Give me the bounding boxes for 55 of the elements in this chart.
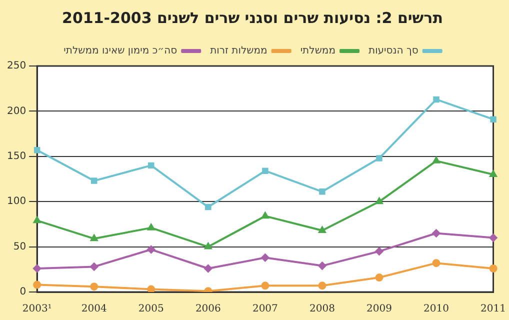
point [489,234,498,242]
x-tick-label: 2004 [81,304,107,315]
point [90,178,98,184]
x-tick-label: 2007 [252,304,278,315]
x-tick-label: 2011 [480,304,506,315]
point [262,212,269,219]
point [376,155,382,162]
point [33,216,41,224]
point [432,259,440,268]
point [319,188,326,195]
y-tick-label: 200 [6,106,26,117]
y-tick-label: 150 [6,150,26,162]
y-tick-label: 250 [6,60,26,72]
point [148,162,154,169]
point [34,146,40,154]
point [33,264,42,272]
y-tick-label: 100 [6,196,26,208]
point [205,204,212,210]
point [375,274,384,282]
point [490,116,496,122]
x-tick-label: 2006 [195,304,221,315]
point [262,168,268,174]
x-tick-label: 2003¹ [22,304,52,315]
point [148,224,155,230]
point [90,262,98,271]
point [376,198,383,204]
point [433,96,440,103]
x-tick-label: 2010 [424,304,449,315]
chart-title: תרשים 2: נסיעות שרים וסגני שרים לשנים 2011-2003 [62,8,443,27]
point [147,285,156,292]
point [489,264,498,272]
x-tick-label: 2009 [366,304,392,315]
x-tick-label: 2005 [138,304,164,315]
point [261,254,270,262]
y-tick-label: 0 [20,286,26,298]
legend-label: סך הנסיעות [368,46,418,57]
point [204,264,212,272]
legend-label: ממשלות זרות [210,46,268,57]
x-tick-label: 2008 [309,304,335,315]
legend-label: סה״כ מימון שאינו ממשלתי [64,46,178,57]
point [318,282,326,290]
point [432,156,440,164]
y-tick-label: 50 [13,241,26,252]
point [204,242,212,250]
point [490,170,497,177]
point [147,246,156,254]
point [261,282,270,290]
point [90,234,98,242]
point [318,262,326,270]
point [318,226,326,234]
legend-label: ממשלתי [300,46,336,57]
point [33,280,42,289]
point [432,229,440,238]
point [375,247,384,256]
point [90,282,98,291]
